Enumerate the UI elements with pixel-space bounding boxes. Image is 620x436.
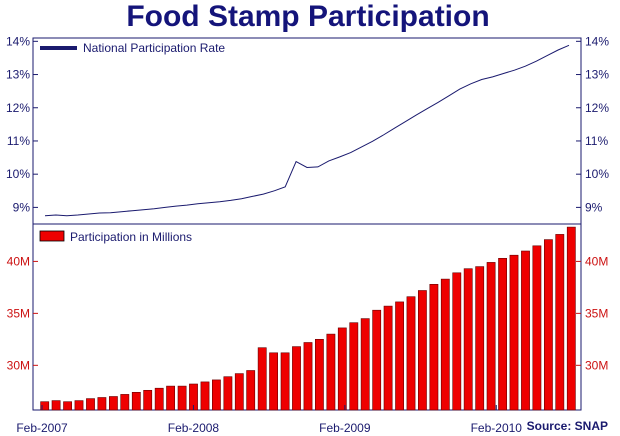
line-ytick-left-label: 11% — [7, 134, 30, 148]
participation-bar — [337, 327, 347, 411]
line-ytick-left-label: 9% — [13, 200, 31, 214]
participation-bar — [223, 376, 233, 411]
participation-bar — [97, 397, 107, 411]
participation-bar — [143, 389, 153, 411]
participation-bar — [86, 398, 95, 411]
bar-ytick-right-label: 40M — [585, 254, 608, 268]
participation-bar — [280, 352, 290, 411]
line-ytick-right-label: 14% — [585, 34, 609, 48]
line-ytick-right-label: 13% — [585, 68, 609, 82]
line-ytick-right-label: 9% — [585, 200, 603, 214]
x-tick-label: Feb-2008 — [168, 421, 220, 435]
participation-bar — [257, 347, 267, 411]
participation-bar — [154, 387, 164, 411]
line-legend-label: National Participation Rate — [83, 41, 225, 55]
bar-ytick-left-label: 40M — [7, 254, 30, 268]
participation-bar — [406, 296, 416, 411]
line-ytick-left-label: 10% — [6, 167, 30, 181]
participation-bar — [532, 245, 542, 411]
line-ytick-right-label: 12% — [585, 101, 609, 115]
bar-legend-label: Participation in Millions — [70, 230, 192, 244]
participation-bar — [543, 239, 553, 411]
participation-bar — [120, 394, 130, 411]
participation-bar — [555, 234, 565, 411]
x-tick-label: Feb-2010 — [471, 421, 523, 435]
bar-ytick-left-label: 35M — [7, 306, 30, 320]
participation-bar — [51, 400, 61, 411]
participation-bar — [326, 333, 336, 411]
line-ytick-left-label: 13% — [6, 68, 30, 82]
bar-ytick-left-label: 30M — [7, 358, 30, 372]
line-y-ticks: 9% 9% 10% 10% 11% 11% 12% 12% 13% 13% 14% 14% — [6, 34, 609, 214]
participation-bar — [314, 338, 324, 411]
bar-legend-swatch — [39, 230, 65, 242]
participation-bar — [40, 401, 50, 411]
participation-bar — [131, 391, 141, 411]
participation-bar — [486, 262, 496, 411]
participation-bar — [417, 290, 427, 411]
participation-bar — [177, 385, 187, 411]
participation-bar — [360, 318, 370, 411]
participation-bar — [566, 226, 576, 411]
participation-bar — [521, 250, 530, 411]
line-ytick-right-label: 11% — [585, 134, 608, 148]
participation-bar — [292, 346, 301, 411]
participation-bar — [166, 385, 175, 411]
x-tick-label: Feb-2007 — [16, 421, 68, 435]
participation-bar — [109, 396, 118, 411]
participation-bar — [440, 278, 450, 411]
line-ytick-left-label: 14% — [6, 34, 30, 48]
source-note: Source: SNAP — [527, 419, 608, 433]
x-axis-ticks: Feb-2007 Feb-2008 Feb-2009 Feb-2010 — [16, 405, 522, 435]
participation-bar — [200, 381, 210, 411]
participation-bar — [429, 283, 439, 411]
participation-bar — [509, 254, 519, 411]
bar-series — [40, 226, 576, 411]
participation-bar — [383, 305, 393, 411]
participation-bar — [463, 268, 473, 411]
bar-y-ticks: 30M 30M 35M 35M 40M 40M — [7, 254, 609, 372]
participation-bar — [269, 352, 278, 411]
participation-bar — [452, 272, 462, 411]
line-panel-frame — [32, 37, 582, 225]
participation-bar — [74, 400, 84, 411]
participation-bar — [395, 301, 404, 411]
participation-bar — [63, 401, 72, 411]
line-ytick-right-label: 10% — [585, 167, 609, 181]
bar-ytick-right-label: 30M — [585, 358, 608, 372]
rate-line — [44, 44, 570, 217]
participation-bar — [475, 266, 485, 411]
participation-bar — [234, 373, 244, 411]
line-ytick-left-label: 12% — [6, 101, 30, 115]
x-tick-label: Feb-2009 — [319, 421, 371, 435]
participation-bar — [246, 370, 256, 411]
participation-bar — [372, 309, 382, 411]
bar-ytick-right-label: 35M — [585, 306, 608, 320]
chart-title: Food Stamp Participation — [126, 0, 489, 33]
participation-bar — [498, 257, 507, 411]
participation-bar — [303, 342, 313, 411]
participation-bar — [212, 379, 221, 411]
participation-bar — [349, 322, 359, 411]
